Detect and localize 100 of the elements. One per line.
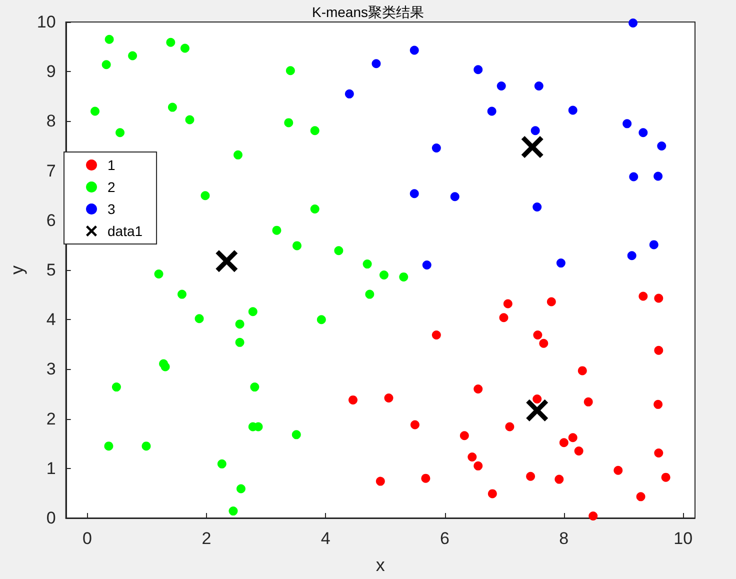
point <box>657 142 666 150</box>
point <box>310 204 320 214</box>
point <box>432 330 441 340</box>
point <box>344 89 354 98</box>
point <box>376 476 385 486</box>
point <box>505 422 514 432</box>
point <box>292 241 302 250</box>
y-tick-label: 7 <box>46 161 56 180</box>
point <box>384 393 394 402</box>
point <box>235 320 244 329</box>
point <box>559 438 568 448</box>
x-tick-label: 4 <box>320 529 330 548</box>
y-tick-label: 0 <box>46 508 56 528</box>
y-tick-label: 6 <box>46 210 56 230</box>
point <box>488 489 497 498</box>
point <box>588 512 598 521</box>
point <box>422 260 432 270</box>
legend-label: 1 <box>108 157 116 173</box>
point <box>200 191 210 200</box>
point <box>468 452 477 462</box>
point <box>166 38 176 47</box>
point <box>362 260 372 269</box>
point <box>654 346 664 355</box>
point <box>410 46 419 55</box>
point <box>372 59 381 68</box>
point <box>638 128 648 138</box>
point <box>496 81 506 90</box>
point <box>474 65 483 74</box>
point <box>629 172 638 182</box>
x-tick-label: 10 <box>674 529 693 548</box>
point <box>534 81 544 90</box>
point <box>556 258 566 268</box>
point <box>102 60 111 70</box>
point <box>539 338 548 348</box>
legend-label: 3 <box>108 201 116 217</box>
point <box>503 299 512 308</box>
point <box>334 246 344 256</box>
x-tick-label: 6 <box>440 529 450 548</box>
point <box>568 106 578 115</box>
point <box>532 394 542 404</box>
legend-label: 2 <box>108 179 116 195</box>
point <box>168 102 177 112</box>
point <box>116 128 125 138</box>
y-tick-label: 3 <box>46 360 56 379</box>
point <box>112 382 121 392</box>
point <box>622 119 632 128</box>
point <box>379 270 388 280</box>
point <box>104 442 114 451</box>
point <box>578 366 587 376</box>
x-axis-title: x <box>376 555 385 575</box>
legend-label: data1 <box>108 223 143 239</box>
point <box>546 297 556 306</box>
y-tick-label: 4 <box>46 310 56 330</box>
point <box>178 290 186 299</box>
point <box>654 448 664 458</box>
point <box>154 269 164 278</box>
point <box>104 34 114 44</box>
point <box>128 51 138 60</box>
point <box>636 492 646 502</box>
x-tick-label: 0 <box>82 529 92 548</box>
point <box>310 126 320 136</box>
point <box>185 115 194 124</box>
y-tick-label: 9 <box>46 62 56 82</box>
point <box>526 399 548 422</box>
point <box>284 118 294 128</box>
point <box>142 442 151 451</box>
point <box>661 472 670 482</box>
point <box>234 150 243 160</box>
point <box>272 226 282 235</box>
y-tick-label: 1 <box>46 458 56 478</box>
point <box>638 292 648 301</box>
y-tick-label: 2 <box>46 409 56 428</box>
point <box>568 433 578 442</box>
point <box>649 240 658 250</box>
point <box>584 397 593 406</box>
point <box>474 461 483 470</box>
point <box>614 466 623 475</box>
point <box>180 44 190 53</box>
point <box>450 192 460 202</box>
point <box>533 330 542 340</box>
y-tick-label: 8 <box>46 112 56 131</box>
point <box>316 315 326 324</box>
point <box>530 126 540 136</box>
point <box>286 66 295 76</box>
point <box>421 474 430 483</box>
point <box>487 106 496 116</box>
point <box>348 395 358 404</box>
point <box>532 202 542 212</box>
point <box>248 307 258 316</box>
point <box>217 459 226 468</box>
y-axis-title: y <box>7 266 27 274</box>
point <box>554 474 564 484</box>
point <box>292 430 301 440</box>
point <box>410 420 420 430</box>
x-tick-label: 8 <box>559 529 569 548</box>
point <box>90 106 100 116</box>
point <box>654 172 663 181</box>
point <box>460 431 469 440</box>
point <box>236 484 246 494</box>
point <box>654 400 663 409</box>
